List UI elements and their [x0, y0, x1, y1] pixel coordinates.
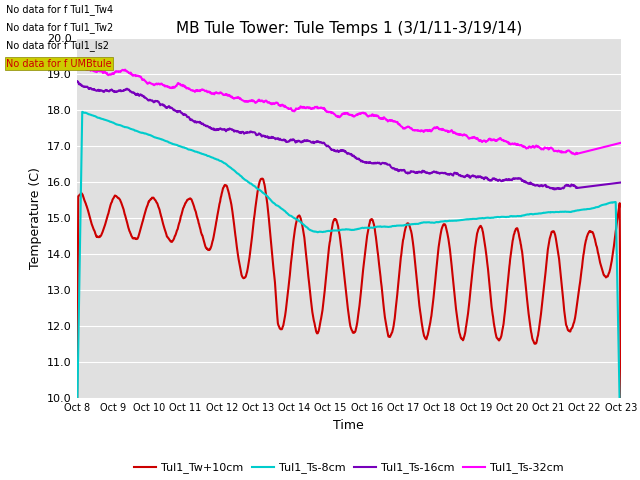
- Tul1_Tw+10cm: [73, 475, 81, 480]
- Tul1_Ts-32cm: [115, 69, 123, 74]
- Legend: Tul1_Tw+10cm, Tul1_Ts-8cm, Tul1_Ts-16cm, Tul1_Ts-32cm: Tul1_Tw+10cm, Tul1_Ts-8cm, Tul1_Ts-16cm,…: [130, 458, 568, 478]
- Line: Tul1_Ts-8cm: Tul1_Ts-8cm: [77, 112, 621, 462]
- Text: No data for f Tul1_Tw4: No data for f Tul1_Tw4: [6, 4, 113, 15]
- Tul1_Ts-16cm: [325, 144, 333, 150]
- Tul1_Ts-16cm: [316, 139, 323, 145]
- Tul1_Ts-8cm: [304, 226, 312, 231]
- Tul1_Tw+10cm: [304, 270, 312, 276]
- Tul1_Tw+10cm: [316, 325, 323, 331]
- Tul1_Ts-16cm: [617, 180, 625, 185]
- X-axis label: Time: Time: [333, 419, 364, 432]
- Tul1_Ts-32cm: [76, 63, 83, 69]
- Tul1_Ts-32cm: [572, 152, 579, 157]
- Text: No data for f Tul1_Tw2: No data for f Tul1_Tw2: [6, 22, 114, 33]
- Tul1_Ts-32cm: [138, 75, 145, 81]
- Tul1_Ts-8cm: [316, 229, 323, 235]
- Tul1_Ts-32cm: [73, 64, 81, 70]
- Tul1_Ts-16cm: [73, 79, 81, 84]
- Tul1_Ts-16cm: [550, 187, 558, 192]
- Line: Tul1_Tw+10cm: Tul1_Tw+10cm: [77, 179, 621, 478]
- Tul1_Ts-8cm: [138, 130, 145, 136]
- Tul1_Tw+10cm: [115, 195, 123, 201]
- Line: Tul1_Ts-32cm: Tul1_Ts-32cm: [77, 66, 621, 155]
- Tul1_Ts-32cm: [325, 109, 333, 115]
- Line: Tul1_Ts-16cm: Tul1_Ts-16cm: [77, 81, 621, 190]
- Tul1_Ts-16cm: [138, 92, 145, 98]
- Title: MB Tule Tower: Tule Temps 1 (3/1/11-3/19/14): MB Tule Tower: Tule Temps 1 (3/1/11-3/19…: [175, 21, 522, 36]
- Tul1_Tw+10cm: [259, 176, 266, 181]
- Tul1_Ts-32cm: [304, 104, 312, 110]
- Tul1_Ts-16cm: [304, 138, 312, 144]
- Tul1_Ts-16cm: [383, 161, 390, 167]
- Tul1_Ts-32cm: [316, 105, 323, 111]
- Y-axis label: Temperature (C): Temperature (C): [29, 168, 42, 269]
- Text: No data for f UMBtule: No data for f UMBtule: [6, 59, 112, 69]
- Tul1_Ts-8cm: [79, 109, 86, 115]
- Tul1_Ts-16cm: [115, 88, 123, 94]
- Text: No data for f Tul1_Is2: No data for f Tul1_Is2: [6, 40, 109, 51]
- Tul1_Ts-8cm: [325, 228, 333, 234]
- Tul1_Tw+10cm: [137, 224, 145, 230]
- Tul1_Ts-32cm: [617, 140, 625, 146]
- Tul1_Tw+10cm: [325, 244, 333, 250]
- Tul1_Ts-16cm: [74, 78, 81, 84]
- Tul1_Ts-8cm: [617, 459, 625, 465]
- Tul1_Ts-8cm: [383, 224, 390, 229]
- Tul1_Tw+10cm: [383, 325, 390, 331]
- Tul1_Ts-8cm: [73, 432, 81, 438]
- Tul1_Ts-32cm: [383, 117, 390, 123]
- Tul1_Ts-8cm: [115, 122, 123, 128]
- Tul1_Tw+10cm: [617, 406, 625, 411]
